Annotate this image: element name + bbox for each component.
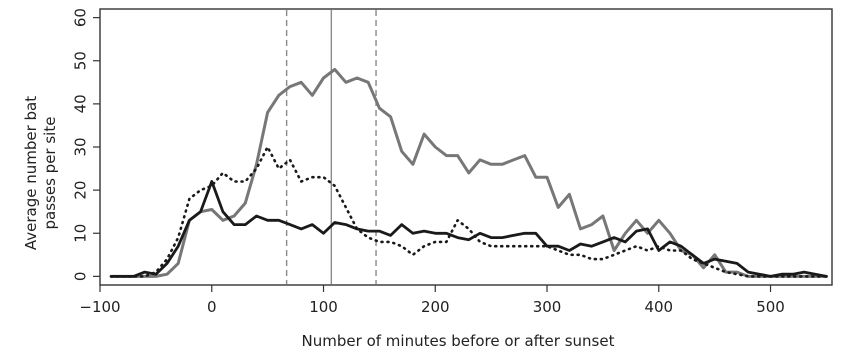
y-tick-label: 30 — [71, 137, 89, 156]
series-lines — [109, 67, 828, 278]
y-tick-label: 10 — [71, 224, 89, 243]
black-solid-series-line — [109, 180, 828, 278]
y-tick-label: 50 — [71, 51, 89, 70]
y-tick-label: 40 — [71, 94, 89, 113]
gray-solid-series-line — [109, 67, 828, 278]
y-axis-label-line-2: passes per site — [41, 117, 59, 230]
x-tick-label: 500 — [756, 298, 785, 316]
y-tick-label: 60 — [71, 8, 89, 27]
plot-frame — [99, 8, 833, 286]
x-axis-ticks: −100 0 100 200 300 400 500 — [79, 285, 785, 316]
y-tick-label: 0 — [71, 272, 89, 282]
black-dotted-series-line — [109, 145, 828, 278]
x-tick-label: −100 — [79, 298, 120, 316]
x-tick-label: 100 — [309, 298, 338, 316]
y-axis-label-line-1: Average number bat — [22, 96, 40, 250]
x-tick-label: 0 — [207, 298, 217, 316]
reference-lines — [285, 10, 377, 284]
y-axis-ticks: 0 10 20 30 40 50 60 — [71, 8, 100, 281]
x-tick-label: 200 — [421, 298, 450, 316]
x-tick-label: 400 — [644, 298, 673, 316]
y-tick-label: 20 — [71, 181, 89, 200]
x-tick-label: 300 — [533, 298, 562, 316]
x-axis-label: Number of minutes before or after sunset — [302, 332, 615, 350]
y-axis-label: Average number bat passes per site — [22, 96, 59, 250]
